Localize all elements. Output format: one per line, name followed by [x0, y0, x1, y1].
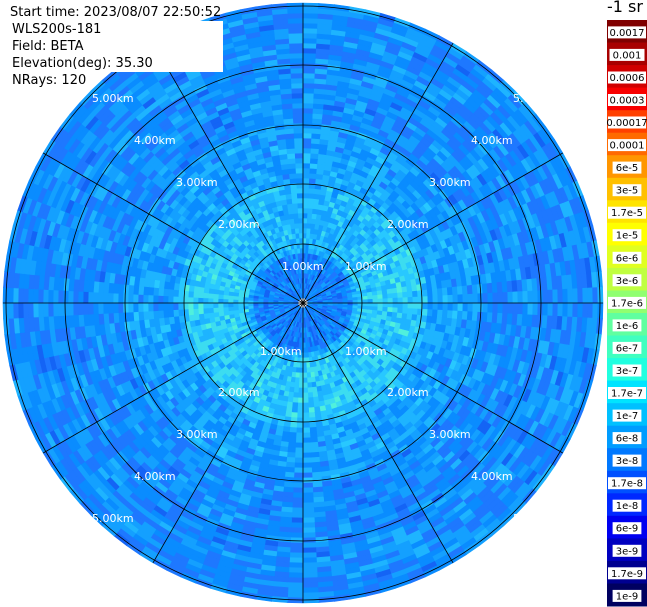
colorbar: 0.0017 0.001 0.0006 0.0003 0.00017 0.0001 6e-5… [606, 20, 647, 607]
range-grid [3, 3, 603, 603]
beta-field [2, 2, 604, 604]
range-ring-label: 4.00km [471, 134, 513, 147]
range-ring-label: 5.00km [92, 512, 134, 525]
colorbar-tick-label: 0.001 [613, 50, 642, 61]
colorbar-tick-label: 0.0003 [610, 96, 645, 107]
colorbar-tick-label: 3e-5 [616, 186, 639, 197]
colorbar-tick-label: 0.0001 [610, 141, 645, 152]
colorbar-tick-label: 6e-6 [616, 253, 639, 264]
colorbar-tick-label: 3e-7 [616, 366, 639, 377]
colorbar-tick-label: 1e-5 [616, 231, 639, 242]
range-ring-label: 3.00km [176, 428, 218, 441]
colorbar-tick-label: 1e-8 [616, 501, 639, 512]
colorbar-tick-label: 1.7e-9 [611, 569, 643, 580]
colorbar-unit: -1 sr [607, 0, 643, 16]
start-time: Start time: 2023/08/07 22:50:52 [10, 5, 222, 20]
colorbar-tick-label: 1.7e-8 [611, 479, 643, 490]
azimuth-spoke [302, 152, 563, 304]
azimuth-spoke [152, 42, 304, 304]
colorbar-tick-label: 1.7e-6 [611, 298, 643, 309]
range-ring-label: 2.00km [218, 386, 260, 399]
azimuth-spoke [152, 302, 304, 563]
range-ring-label: 2.00km [387, 386, 429, 399]
range-ring-label: 3.00km [176, 176, 218, 189]
range-ring-label: 5.00km [92, 92, 134, 105]
colorbar-tick-label: 6e-8 [616, 434, 639, 445]
range-ring [5, 5, 601, 601]
colorbar-tick-label: 0.0017 [610, 28, 645, 39]
colorbar-tick-label: 3e-6 [616, 276, 639, 287]
nrays: NRays: 120 [12, 73, 87, 88]
range-ring-label: 1.00km [282, 260, 324, 273]
range-ring-label: 5.00km [513, 92, 555, 105]
colorbar-tick-label: 0.00017 [606, 118, 647, 129]
colorbar-tick-label: 6e-5 [616, 163, 639, 174]
range-ring [243, 243, 363, 363]
colorbar-tick-label: 0.0006 [610, 73, 645, 84]
range-ring-label: 1.00km [260, 345, 302, 358]
colorbar-tick-label: 3e-9 [616, 546, 639, 557]
field-name: Field: BETA [12, 38, 224, 55]
range-ring-labels: 1.00km 1.00km 1.00km 1.00km 2.00km 2.00km 2.00… [92, 92, 555, 525]
colorbar-tick-label: 3e-8 [616, 456, 639, 467]
range-ring-label: 2.00km [387, 218, 429, 231]
azimuth-spoke [302, 302, 563, 454]
range-ring [183, 183, 423, 423]
range-ring-label: 4.00km [134, 134, 176, 147]
range-ring-label: 3.00km [429, 428, 471, 441]
range-ring-label: 2.00km [218, 218, 260, 231]
range-ring-label: 4.00km [134, 470, 176, 483]
instrument-name: WLS200s-181 [12, 21, 224, 38]
azimuth-spoke [42, 302, 304, 454]
colorbar-tick-label: 1.7e-5 [611, 208, 643, 219]
elevation: Elevation(deg): 35.30 [12, 55, 224, 72]
scan-info: Start time: 2023/08/07 22:50:52 WLS200s-… [0, 4, 224, 89]
range-ring-label: 5.00km [513, 512, 555, 525]
range-ring-label: 1.00km [345, 345, 387, 358]
range-ring-label: 1.00km [345, 260, 387, 273]
range-ring [64, 64, 542, 542]
colorbar-tick-label: 1e-9 [616, 591, 639, 602]
colorbar-tick-label: 6e-9 [616, 524, 639, 535]
colorbar-tick-label: 1e-6 [616, 321, 639, 332]
azimuth-spoke [302, 302, 454, 563]
colorbar-tick-label: 1.7e-7 [611, 389, 643, 400]
range-ring-label: 3.00km [429, 176, 471, 189]
colorbar-tick-label: 6e-7 [616, 343, 639, 354]
azimuth-spoke [42, 152, 304, 304]
range-ring [124, 124, 482, 482]
azimuth-spoke [302, 42, 454, 304]
range-ring-label: 4.00km [471, 470, 513, 483]
colorbar-tick-label: 1e-7 [616, 411, 639, 422]
